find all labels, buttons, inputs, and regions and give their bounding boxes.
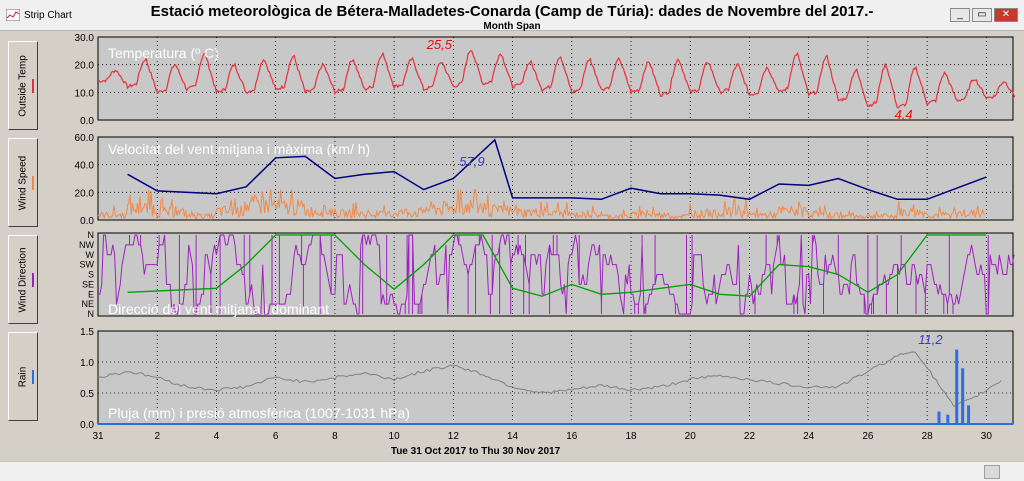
scrollbar-thumb[interactable] (984, 465, 1000, 479)
rain-ytick-label: 0.0 (80, 420, 94, 431)
x-tick-label: 16 (566, 431, 578, 442)
panel-1-plot-area (97, 36, 1014, 121)
x-tick-label: 20 (685, 431, 697, 442)
temperature-line (97, 50, 1016, 109)
panel-4-plot-area (97, 330, 1014, 425)
window-title: Estació meteorològica de Bétera-Malladet… (150, 3, 874, 20)
x-tick-label: 6 (273, 431, 279, 442)
wind-direction-button[interactable]: Wind Direction (8, 235, 38, 324)
minimize-button[interactable]: _ (950, 8, 970, 22)
x-tick-label: 10 (389, 431, 401, 442)
x-tick-label: 30 (981, 431, 993, 442)
temp-ytick-label: 10.0 (75, 88, 95, 99)
x-tick-label: 18 (625, 431, 637, 442)
x-tick-label: 14 (507, 431, 519, 442)
rain-panel-title: Pluja (mm) i presió atmosfèrica (1007-10… (108, 405, 410, 421)
temp-ytick-label: 30.0 (75, 33, 95, 44)
wind-max-annotation: 57,9 (459, 154, 484, 169)
x-tick-label: 26 (862, 431, 874, 442)
direction-ytick-label: NW (79, 240, 94, 250)
wind-ytick-label: 60.0 (75, 133, 95, 144)
wind-direction-color-marker (32, 272, 34, 287)
x-tick-label: 4 (214, 431, 220, 442)
direction-ytick-label: E (88, 289, 94, 299)
outside-temp-button[interactable]: Outside Temp (8, 41, 38, 130)
temp-panel-title: Temperatura (º C) (108, 45, 219, 61)
direction-ytick-label: SE (82, 279, 94, 289)
temp-ytick-label: 20.0 (75, 61, 95, 72)
direction-panel-title: Direcció del vent mitjana i dominant (108, 301, 329, 317)
restore-button[interactable]: ▭ (972, 8, 992, 22)
chart-app-icon (6, 9, 20, 21)
date-range-label: Tue 31 Oct 2017 to Thu 30 Nov 2017 (391, 446, 561, 457)
direction-ytick-label: N (88, 309, 95, 319)
x-tick-label: 2 (154, 431, 160, 442)
x-tick-label: 22 (744, 431, 756, 442)
x-tick-label: 8 (332, 431, 338, 442)
temp-ytick-label: 0.0 (80, 116, 94, 127)
rain-ytick-label: 0.5 (80, 389, 94, 400)
direction-ytick-label: W (86, 250, 95, 260)
panel-2-plot-area (97, 136, 1014, 221)
direction-ytick-label: N (88, 230, 95, 240)
wind-ytick-label: 0.0 (80, 216, 94, 227)
wind-speed-color-marker (32, 175, 34, 190)
temp-max-annotation: 25,5 (426, 37, 453, 52)
direction-ytick-label: S (88, 270, 94, 280)
panel-3-plot-area (97, 232, 1014, 317)
temp-min-annotation: 4,4 (895, 107, 913, 122)
wind-ytick-label: 20.0 (75, 188, 95, 199)
rain-color-marker (32, 369, 34, 384)
span-subtitle: Month Span (483, 21, 541, 32)
title-bar: Strip Chart Estació meteorològica de Bét… (0, 0, 1024, 32)
max-gust-line (127, 138, 987, 201)
rain-button[interactable]: Rain (8, 332, 38, 421)
rain-ytick-label: 1.0 (80, 358, 94, 369)
x-tick-label: 12 (448, 431, 460, 442)
rain-max-annotation: 11,2 (918, 332, 943, 347)
average-wind-line (97, 188, 986, 221)
wind-ytick-label: 40.0 (75, 161, 95, 172)
x-tick-label: 28 (922, 431, 934, 442)
direction-ytick-label: SW (80, 260, 95, 270)
x-tick-label: 24 (803, 431, 815, 442)
horizontal-scrollbar[interactable] (0, 461, 1024, 481)
pressure-line (97, 351, 1002, 407)
dominant-direction-line (127, 234, 987, 297)
direction-ytick-label: NE (81, 299, 94, 309)
outside-temp-color-marker (32, 78, 34, 93)
close-button[interactable]: ✕ (994, 8, 1018, 22)
wind-panel-title: Velocitat del vent mitjana i màxima (km/… (108, 141, 370, 157)
app-name: Strip Chart (24, 10, 72, 21)
rain-ytick-label: 1.5 (80, 327, 94, 338)
x-tick-label: 31 (92, 431, 104, 442)
wind-speed-button[interactable]: Wind Speed (8, 138, 38, 227)
wind-direction-trace (98, 234, 1015, 315)
